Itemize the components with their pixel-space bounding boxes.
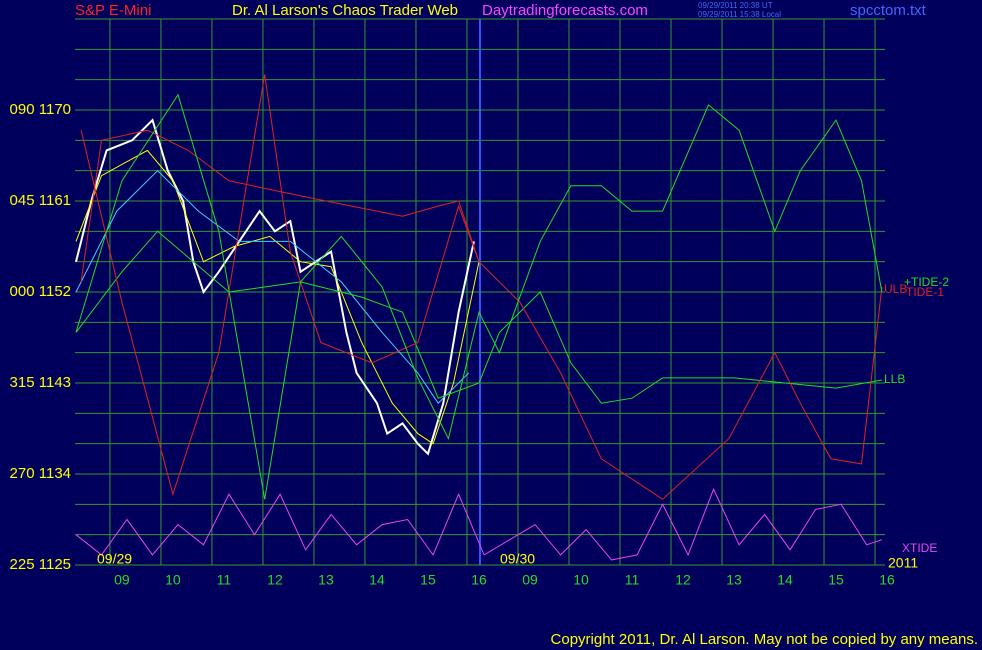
y-tick-label: 225 1125	[10, 556, 71, 573]
filename: spcctom.txt	[850, 2, 927, 19]
y-tick-label: 000 1152	[10, 283, 71, 300]
series-line	[75, 487, 883, 561]
x-tick-label: 15	[420, 572, 436, 588]
date-label: 2011	[888, 555, 918, 571]
x-tick-label: 13	[318, 572, 334, 588]
website: Daytradingforecasts.com	[482, 2, 648, 19]
copyright: Copyright 2011, Dr. Al Larson. May not b…	[551, 631, 978, 648]
series-label: +TIDE-2	[904, 275, 949, 289]
chart-subtitle: S&P E-Mini	[75, 2, 151, 19]
series-label: XTIDE	[902, 541, 937, 555]
y-tick-label: 090 1170	[10, 101, 71, 118]
x-tick-label: 11	[625, 572, 640, 588]
series-line	[75, 230, 882, 404]
y-tick-label: 315 1143	[10, 374, 71, 391]
x-tick-label: 11	[217, 572, 232, 588]
x-tick-label: 15	[828, 572, 844, 588]
x-tick-label: 10	[165, 572, 181, 588]
date-label: 09/30	[500, 551, 535, 567]
x-tick-label: 14	[369, 572, 385, 588]
series-label: LLB	[884, 372, 905, 386]
date-label: 09/29	[97, 551, 132, 567]
timestamp: 09/29/2011 20:38 UT	[698, 1, 773, 10]
timestamp: 09/29/2011 15:38 Local	[698, 10, 781, 19]
series-line	[80, 129, 480, 282]
x-tick-label: 13	[726, 572, 742, 588]
y-tick-label: 270 1134	[10, 465, 71, 482]
series-line	[75, 118, 475, 456]
x-tick-label: 12	[267, 572, 283, 588]
series-line	[75, 169, 470, 404]
series-label: ULB	[884, 282, 907, 296]
x-tick-label: 09	[114, 572, 130, 588]
x-tick-label: 12	[675, 572, 691, 588]
series-label: TIDE-1	[906, 285, 944, 299]
x-tick-label: 16	[471, 572, 487, 588]
x-tick-label: 10	[573, 572, 589, 588]
x-tick-label: 14	[777, 572, 793, 588]
x-tick-label: 09	[522, 572, 538, 588]
x-tick-label: 16	[879, 572, 895, 588]
plot-area: 09 10 11 12 13 14 15 16 09 10 11 12 13 14 15 16 225 1125…	[10, 18, 895, 588]
chart-title: Dr. Al Larson's Chaos Trader Web	[232, 2, 458, 19]
series-line	[75, 149, 480, 445]
y-tick-label: 045 1161	[10, 192, 71, 209]
series-line	[75, 93, 883, 500]
series-line	[80, 74, 883, 500]
